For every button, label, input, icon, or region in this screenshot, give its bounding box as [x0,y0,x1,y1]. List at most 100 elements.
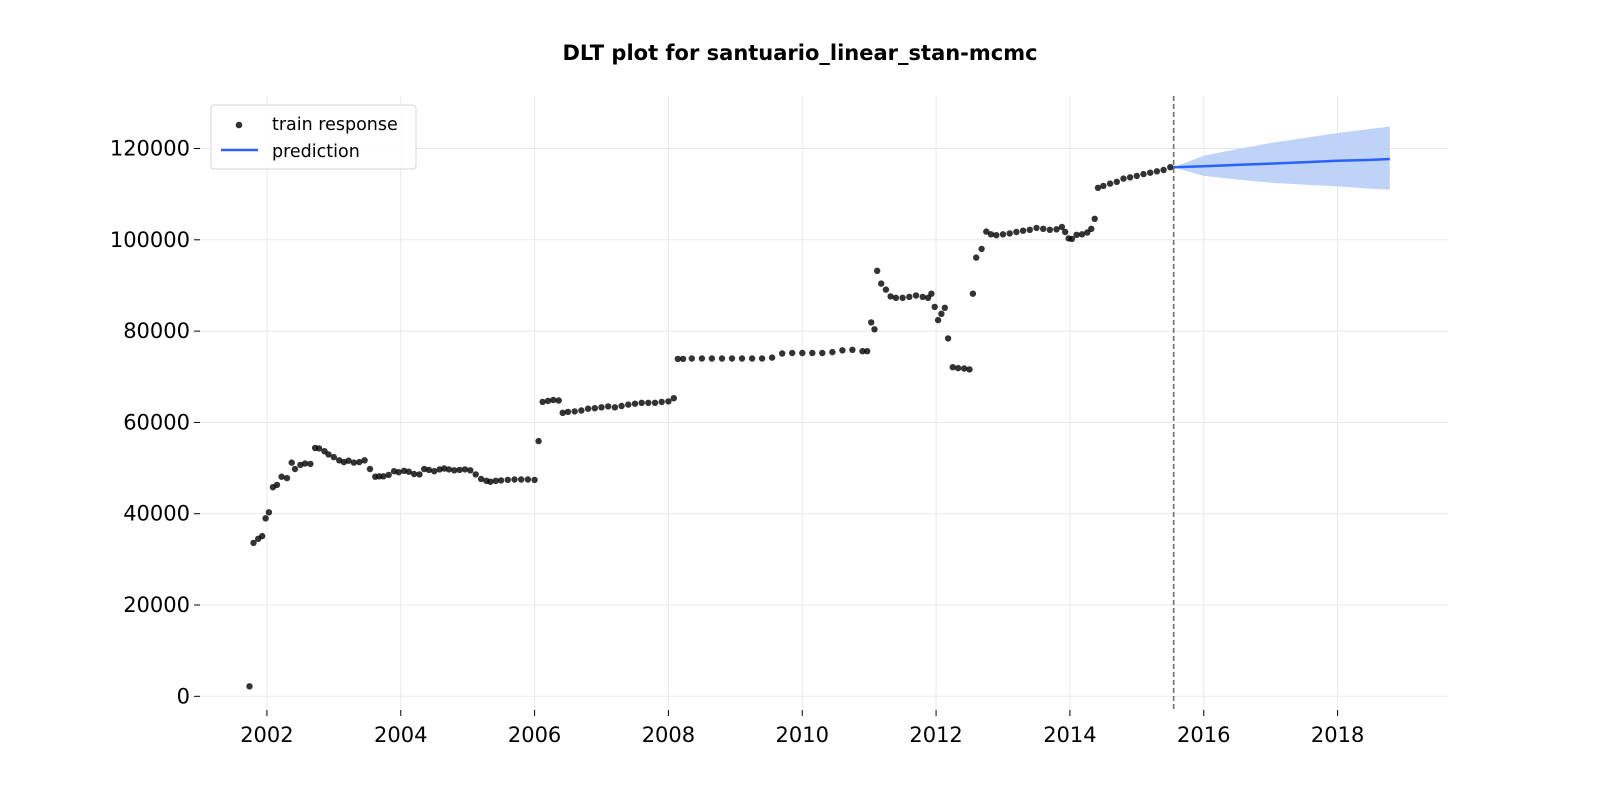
train-response-point [1100,182,1107,190]
train-response-point [887,293,894,300]
train-response-point [738,355,746,362]
train-response-point [1113,178,1121,185]
train-response-point [955,364,962,372]
train-response-point [278,473,285,480]
train-response-point [330,453,337,461]
y-tick-label: 120000 [110,136,190,160]
legend-label-prediction: prediction [272,142,360,162]
legend-marker-train-response [235,121,243,129]
train-response-point [849,346,856,353]
train-response-point [973,254,980,261]
train-response-point [477,475,485,483]
train-response-point [1126,174,1134,181]
train-response-point [405,468,412,475]
train-response-point [273,481,281,489]
train-response-point [598,404,605,411]
train-response-point [878,280,885,287]
train-response-point [283,474,291,482]
train-response-point [356,458,363,466]
train-response-point [1019,227,1027,234]
train-response-point [966,366,973,373]
train-response-point [1068,235,1076,243]
train-response-point [1091,215,1098,222]
train-response-point [874,267,881,274]
train-response-point [564,408,572,416]
train-response-point [591,405,598,412]
train-response-points [246,164,1174,690]
y-tick-label: 40000 [123,502,190,526]
train-response-point [559,409,566,416]
train-response-point [301,460,309,467]
train-response-point [291,465,299,473]
train-response-point [456,466,463,474]
train-response-point [504,476,511,484]
train-response-point [410,470,418,478]
train-response-point [871,326,878,333]
x-tick-label: 2014 [1043,723,1096,747]
y-tick-label: 80000 [123,319,190,343]
x-tick-label: 2010 [776,723,829,747]
train-response-point [550,396,557,404]
prediction-band-layer [1172,96,1390,710]
grid [200,96,1448,710]
train-response-point [416,471,423,478]
train-response-point [366,465,374,473]
train-response-point [578,407,585,414]
legend-label-train-response: train response [272,115,398,135]
prediction-line [1173,157,1390,169]
train-response-point [531,476,538,484]
train-response-point [1058,223,1066,231]
train-response-point [307,460,314,468]
train-response-point [961,365,968,372]
legend: train response prediction [210,104,417,170]
train-response-point [1062,228,1069,236]
train-response-point [425,466,433,474]
train-response-point [246,683,253,690]
train-response-point [1140,170,1147,178]
train-response-point [768,354,776,361]
train-response-point [1026,226,1034,233]
train-response-point [625,401,632,408]
x-axis: 2002 2004 2006 2008 2010 2012 2014 2016 2018 [240,710,1364,747]
train-response-point [789,349,796,357]
train-response-point [698,355,706,362]
train-response-point [938,310,945,317]
train-response-point [518,476,525,483]
train-response-point [868,319,875,326]
train-response-point [934,316,942,324]
prediction-line-layer [1173,157,1390,169]
train-response-point [1073,231,1080,238]
train-response-point [395,469,402,476]
train-response-point [265,509,273,516]
train-response-point [431,468,438,475]
train-response-point [467,467,474,474]
train-response-point [535,437,542,445]
y-tick-label: 100000 [110,228,190,252]
train-response-point [262,515,269,522]
train-response-point [919,293,926,301]
train-response-point [949,364,956,371]
train-response-point [906,293,913,301]
train-response-point [679,355,687,363]
train-response-point [799,349,806,357]
train-response-point [708,355,716,362]
x-tick-label: 2012 [909,723,962,747]
train-response-point [385,471,392,479]
train-response-point [539,398,546,406]
train-response-point [325,451,332,458]
train-response-point [1120,175,1127,182]
train-response-point [288,459,295,466]
train-response-point [1046,226,1054,233]
train-response-point [315,445,323,452]
train-response-point [1153,168,1161,175]
train-response-point [445,466,453,473]
train-response-point [665,398,672,405]
train-response-point [928,290,935,297]
y-tick-label: 0 [177,684,190,708]
train-response-point [1053,226,1060,233]
legend-box [210,104,417,170]
train-response-point [728,355,736,362]
train-response-point [524,476,532,483]
train-response-point [451,467,458,474]
train-response-point [899,294,906,301]
